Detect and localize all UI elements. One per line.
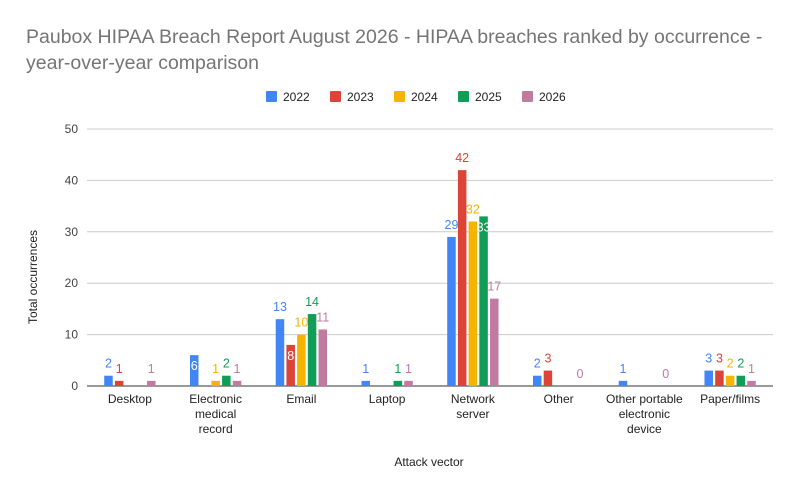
bar-2023[interactable]: [457, 170, 467, 386]
x-category-label: medical: [195, 407, 236, 421]
bar-2026[interactable]: [318, 329, 328, 386]
y-tick-label: 10: [65, 328, 79, 342]
data-label-2025: 33: [477, 220, 491, 234]
x-category-label: Desktop: [108, 392, 152, 406]
bar-2022[interactable]: [104, 375, 113, 386]
data-label-2026: 0: [577, 367, 584, 381]
data-label-2023: 8: [287, 349, 294, 363]
legend-label-2026[interactable]: 2026: [539, 90, 566, 104]
data-label-2022: 1: [619, 362, 626, 376]
x-axis-title: Attack vector: [394, 455, 463, 469]
y-tick-label: 50: [65, 122, 79, 136]
data-label-2023: 1: [116, 362, 123, 376]
legend-swatch-2022[interactable]: [266, 91, 277, 102]
x-category-label: server: [456, 407, 489, 421]
data-label-2026: 1: [234, 362, 241, 376]
bar-2022[interactable]: [704, 370, 713, 386]
chart-title: Paubox HIPAA Breach Report August 2026 -…: [26, 26, 763, 74]
bar-2022[interactable]: [447, 236, 456, 386]
data-label-2026: 1: [405, 362, 412, 376]
legend-swatch-2023[interactable]: [330, 91, 341, 102]
bars: [104, 170, 756, 386]
x-category-label: Laptop: [369, 392, 406, 406]
data-label-2026: 17: [487, 280, 501, 294]
y-tick-label: 40: [65, 173, 79, 187]
data-label-2025: 1: [394, 362, 401, 376]
bar-2024[interactable]: [468, 221, 478, 386]
data-label-2024: 1: [212, 362, 219, 376]
x-category-label: electronic: [619, 407, 670, 421]
y-tick-label: 0: [71, 379, 78, 393]
legend-swatch-2024[interactable]: [394, 91, 405, 102]
data-label-2022: 29: [445, 218, 459, 232]
bar-2024[interactable]: [211, 380, 220, 386]
bar-2024[interactable]: [725, 375, 735, 386]
bar-2023[interactable]: [114, 380, 124, 386]
gridlines: [87, 128, 773, 387]
data-label-2025: 2: [737, 357, 744, 371]
bar-2024[interactable]: [297, 334, 306, 386]
data-label-2022: 3: [705, 352, 712, 366]
bar-2026[interactable]: [747, 380, 756, 386]
x-category-label: Network: [451, 392, 496, 406]
data-label-2023: 3: [544, 352, 551, 366]
bar-2025[interactable]: [479, 216, 488, 386]
bar-2025[interactable]: [307, 314, 317, 386]
data-label-2026: 1: [148, 362, 155, 376]
data-label-2022: 1: [362, 362, 369, 376]
data-label-2024: 2: [727, 357, 734, 371]
bar-2022[interactable]: [618, 380, 628, 386]
x-category-label: Paper/films: [700, 392, 760, 406]
legend-label-2022[interactable]: 2022: [283, 90, 310, 104]
y-axis-ticks: 0 10 20 30 40 50: [65, 122, 79, 393]
bar-2022[interactable]: [275, 319, 285, 386]
x-category-label: Other: [544, 392, 574, 406]
x-category-label: Email: [286, 392, 316, 406]
bar-2022[interactable]: [532, 375, 542, 386]
data-label-2023: 42: [455, 151, 469, 165]
legend-swatch-2025[interactable]: [458, 91, 469, 102]
y-tick-label: 20: [65, 276, 79, 290]
data-label-2022: 2: [534, 357, 541, 371]
legend: 2022 2023 2024 2025 2026: [266, 90, 566, 104]
bar-2022[interactable]: [189, 355, 199, 386]
data-label-2025: 2: [223, 357, 230, 371]
data-label-2024: 32: [466, 203, 480, 217]
data-label-2024: 10: [294, 316, 308, 330]
data-label-2022: 2: [105, 357, 112, 371]
bar-2023[interactable]: [543, 370, 553, 386]
bar-2026[interactable]: [232, 380, 242, 386]
bar-2026[interactable]: [490, 298, 499, 386]
bar-2025[interactable]: [736, 375, 746, 386]
data-label-2026: 1: [748, 362, 755, 376]
bar-2025[interactable]: [222, 375, 231, 386]
bar-2026[interactable]: [404, 380, 413, 386]
data-label-2023: 3: [716, 352, 723, 366]
legend-label-2025[interactable]: 2025: [475, 90, 502, 104]
bar-2023[interactable]: [286, 344, 295, 386]
bar-2023[interactable]: [715, 370, 724, 386]
y-tick-label: 30: [65, 225, 79, 239]
legend-label-2023[interactable]: 2023: [347, 90, 374, 104]
x-category-label: Other portable: [606, 392, 683, 406]
bar-2022[interactable]: [361, 380, 370, 386]
x-category-label: device: [627, 422, 662, 436]
y-axis-title: Total occurrences: [26, 230, 40, 324]
legend-swatch-2026[interactable]: [522, 91, 533, 102]
bar-2025[interactable]: [393, 380, 403, 386]
bar-2026[interactable]: [147, 380, 156, 386]
data-label-2022: 13: [273, 300, 287, 314]
data-label-2026: 0: [662, 367, 669, 381]
data-label-2022: 6: [191, 359, 198, 373]
data-label-2025: 14: [305, 295, 319, 309]
x-category-label: Electronic: [189, 392, 242, 406]
legend-label-2024[interactable]: 2024: [411, 90, 438, 104]
data-label-2026: 11: [316, 310, 329, 324]
x-category-label: record: [199, 422, 233, 436]
